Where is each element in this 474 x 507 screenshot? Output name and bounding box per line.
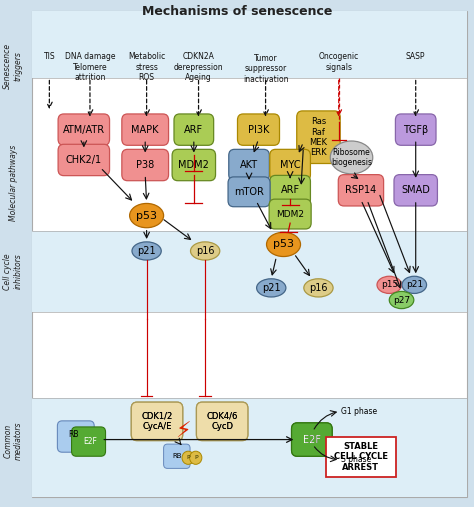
Text: Ribosome
biogenesis: Ribosome biogenesis xyxy=(331,148,372,167)
Text: Common
mediators: Common mediators xyxy=(3,421,23,460)
FancyBboxPatch shape xyxy=(338,174,383,206)
Text: ATM/ATR: ATM/ATR xyxy=(63,125,105,135)
Bar xyxy=(32,397,467,497)
Text: MYC: MYC xyxy=(280,160,301,170)
Text: AKT: AKT xyxy=(240,160,258,170)
Ellipse shape xyxy=(330,141,373,174)
Text: DNA damage
Telomere
attrition: DNA damage Telomere attrition xyxy=(65,52,115,82)
Text: G1 phase: G1 phase xyxy=(341,407,377,416)
Ellipse shape xyxy=(129,203,164,228)
Ellipse shape xyxy=(256,279,286,297)
FancyBboxPatch shape xyxy=(326,437,396,477)
FancyBboxPatch shape xyxy=(32,11,467,497)
FancyBboxPatch shape xyxy=(57,421,94,452)
Text: Metabolic
stress
ROS: Metabolic stress ROS xyxy=(128,52,165,82)
FancyBboxPatch shape xyxy=(394,174,438,206)
Text: MDM2: MDM2 xyxy=(276,209,304,219)
Text: RB: RB xyxy=(68,430,79,439)
Text: Tumor
suppressor
inactivation: Tumor suppressor inactivation xyxy=(243,54,288,84)
Bar xyxy=(32,231,467,312)
FancyBboxPatch shape xyxy=(292,423,332,456)
Text: p53: p53 xyxy=(136,210,157,221)
Text: STABLE
CELL CYCLE
ARREST: STABLE CELL CYCLE ARREST xyxy=(334,442,388,472)
Text: P: P xyxy=(194,455,198,460)
Text: E2F: E2F xyxy=(303,434,321,445)
Text: P38: P38 xyxy=(136,160,155,170)
FancyBboxPatch shape xyxy=(395,114,436,146)
FancyBboxPatch shape xyxy=(172,150,216,180)
Ellipse shape xyxy=(377,276,401,294)
Ellipse shape xyxy=(402,276,427,294)
FancyBboxPatch shape xyxy=(228,177,270,207)
Text: ARF: ARF xyxy=(281,185,300,195)
Text: p15: p15 xyxy=(381,280,398,289)
Text: p16: p16 xyxy=(196,246,214,256)
FancyBboxPatch shape xyxy=(196,402,248,441)
Text: Molecular pathways: Molecular pathways xyxy=(9,144,18,221)
FancyBboxPatch shape xyxy=(196,402,248,441)
Ellipse shape xyxy=(266,232,301,257)
Text: Mechanisms of senescence: Mechanisms of senescence xyxy=(142,5,332,18)
Ellipse shape xyxy=(304,279,333,297)
Text: E2F: E2F xyxy=(83,437,97,446)
Text: CDK1/2
CycA/E: CDK1/2 CycA/E xyxy=(141,412,173,431)
Ellipse shape xyxy=(389,292,414,309)
Text: p21: p21 xyxy=(262,283,281,293)
Text: Oncogenic
signals: Oncogenic signals xyxy=(319,52,359,71)
Text: CDKN2A
derepression
Ageing: CDKN2A derepression Ageing xyxy=(174,52,223,82)
Ellipse shape xyxy=(191,242,220,260)
Text: E2F: E2F xyxy=(303,434,321,445)
Ellipse shape xyxy=(132,242,161,260)
Text: p16: p16 xyxy=(309,283,328,293)
Text: p27: p27 xyxy=(393,296,410,305)
Text: TIS: TIS xyxy=(44,52,55,61)
Bar xyxy=(32,11,467,78)
FancyBboxPatch shape xyxy=(131,402,183,441)
FancyBboxPatch shape xyxy=(72,427,106,456)
Text: Senescence
triggers: Senescence triggers xyxy=(3,44,23,90)
FancyBboxPatch shape xyxy=(122,114,169,146)
Text: CDK4/6
CycD: CDK4/6 CycD xyxy=(207,412,238,431)
Text: CDK1/2
CycA/E: CDK1/2 CycA/E xyxy=(141,412,173,431)
Text: ⚡: ⚡ xyxy=(175,421,191,442)
FancyBboxPatch shape xyxy=(164,444,190,468)
FancyBboxPatch shape xyxy=(131,402,183,441)
Text: SMAD: SMAD xyxy=(401,185,430,195)
FancyBboxPatch shape xyxy=(292,423,332,456)
Text: p53: p53 xyxy=(273,239,294,249)
FancyBboxPatch shape xyxy=(58,114,109,146)
FancyBboxPatch shape xyxy=(269,199,311,229)
FancyBboxPatch shape xyxy=(58,144,109,175)
FancyBboxPatch shape xyxy=(122,150,169,180)
FancyBboxPatch shape xyxy=(174,114,214,146)
Text: RB: RB xyxy=(172,453,182,459)
Circle shape xyxy=(190,451,202,464)
FancyBboxPatch shape xyxy=(237,114,280,146)
Text: MDM2: MDM2 xyxy=(178,160,209,170)
Text: RSP14: RSP14 xyxy=(346,185,376,195)
Text: S phase: S phase xyxy=(341,455,371,464)
Circle shape xyxy=(182,451,194,464)
Text: MAPK: MAPK xyxy=(131,125,159,135)
Text: TGFβ: TGFβ xyxy=(403,125,428,135)
FancyBboxPatch shape xyxy=(229,150,269,180)
Text: p21: p21 xyxy=(137,246,156,256)
FancyBboxPatch shape xyxy=(270,150,310,180)
FancyBboxPatch shape xyxy=(297,111,340,163)
Text: ARF: ARF xyxy=(184,125,203,135)
Text: CDK4/6
CycD: CDK4/6 CycD xyxy=(207,412,238,431)
Text: P: P xyxy=(186,455,190,460)
Text: mTOR: mTOR xyxy=(234,187,264,197)
FancyBboxPatch shape xyxy=(270,175,310,205)
Text: Cell cycle
inhibitors: Cell cycle inhibitors xyxy=(3,253,23,289)
Text: CHK2/1: CHK2/1 xyxy=(66,155,102,165)
Text: Ras
Raf
MEK
ERK: Ras Raf MEK ERK xyxy=(310,117,328,157)
Text: SASP: SASP xyxy=(406,52,426,61)
Text: p21: p21 xyxy=(406,280,423,289)
Text: PI3K: PI3K xyxy=(248,125,269,135)
